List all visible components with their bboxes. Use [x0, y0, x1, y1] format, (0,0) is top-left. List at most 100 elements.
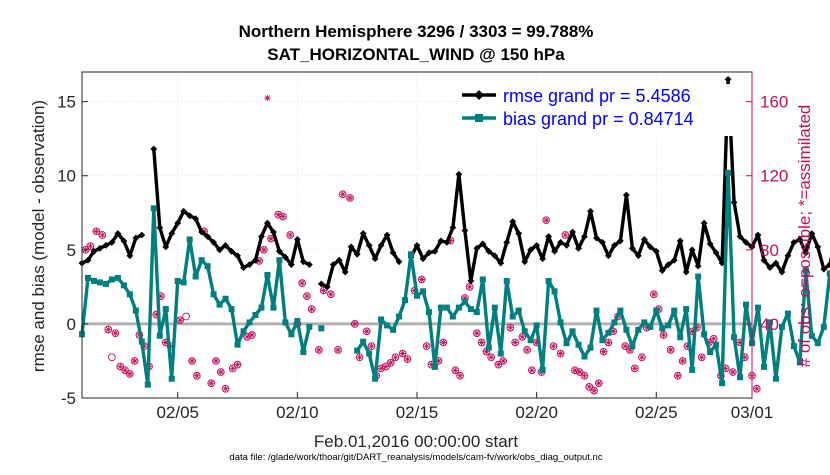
obs-possible-marker [92, 227, 101, 236]
chart-title: Northern Hemisphere 3296 / 3303 = 99.788… [239, 22, 594, 41]
obs-possible-marker [422, 342, 431, 350]
bias-marker [731, 334, 738, 341]
rmse-marker [628, 244, 636, 252]
bias-marker [204, 263, 211, 270]
bias-marker [802, 267, 809, 274]
obs-assimilated-marker [435, 357, 442, 365]
rmse-marker [569, 228, 576, 236]
rmse-marker [796, 236, 804, 243]
rmse-marker [84, 256, 92, 264]
rmse-marker [389, 249, 397, 257]
bias-marker [575, 341, 582, 348]
rmse-marker [826, 261, 830, 269]
bias-marker [766, 319, 773, 326]
obs-assimilated-marker [131, 357, 138, 365]
obs-possible-marker [98, 231, 107, 239]
obs-assimilated-marker [275, 211, 282, 218]
rmse-marker [383, 231, 391, 239]
obs-assimilated-marker [660, 331, 667, 339]
rmse-marker [90, 247, 98, 255]
y-tick-label-left: 0 [67, 315, 76, 334]
obs-possible-marker [585, 383, 594, 391]
bias-marker [599, 337, 606, 344]
rmse-marker [790, 239, 798, 246]
obs-assimilated-marker [483, 348, 490, 355]
rmse-marker [754, 231, 762, 239]
rmse-marker [431, 247, 439, 255]
bias-marker [216, 301, 223, 308]
bias-marker [419, 288, 426, 295]
bias-marker [778, 323, 785, 330]
obs-assimilated-marker [356, 354, 363, 361]
rmse-marker [413, 241, 421, 249]
obs-assimilated-marker [399, 350, 406, 357]
rmse-marker [138, 231, 146, 239]
bias-marker [162, 306, 169, 313]
obs-possible-marker [121, 366, 129, 375]
obs-assimilated-marker [452, 367, 459, 374]
rmse-marker [712, 249, 720, 257]
legend-rmse-marker [474, 90, 484, 100]
bias-marker [396, 313, 403, 320]
rmse-marker [670, 256, 678, 264]
bias-marker [653, 307, 660, 314]
obs-assimilated-marker [736, 339, 744, 346]
obs-assimilated-marker [595, 379, 603, 387]
x-tick-label: 02/15 [396, 403, 439, 422]
obs-assimilated-marker [404, 355, 411, 363]
rmse-marker [658, 267, 666, 274]
rmse-marker [700, 219, 708, 227]
bias-marker [174, 277, 181, 284]
bias-marker [443, 304, 450, 311]
bias-marker [108, 276, 115, 283]
y-tick-label-left: 15 [57, 93, 76, 112]
obs-assimilated-marker [576, 368, 583, 376]
ticks-layer: 02/05 02/10 02/15 02/20 02/25 03/01 -5 0 5 10 15 40… [57, 72, 788, 422]
bias-marker [192, 273, 199, 280]
rmse-marker [317, 280, 325, 288]
rmse-marker [527, 246, 535, 254]
bias-marker [683, 306, 690, 313]
obs-possible-marker [111, 329, 120, 338]
obs-assimilated-marker [152, 311, 160, 318]
obs-assimilated-marker [387, 359, 394, 367]
obs-assimilated-marker [550, 342, 557, 350]
bias-marker [671, 307, 678, 314]
bias-marker [826, 270, 830, 277]
obs-assimilated-marker [440, 339, 447, 346]
rmse-marker [419, 255, 427, 263]
obs-possible-marker [528, 366, 536, 375]
rmse-marker [96, 244, 104, 252]
y-axis-label-left: rmse and bias (model - observation) [29, 100, 48, 372]
obs-possible-marker [697, 353, 706, 362]
obs-assimilated-marker [631, 365, 638, 372]
rmse-marker [353, 250, 361, 258]
rmse-marker [240, 264, 247, 271]
bias-marker [629, 343, 636, 350]
obs-assimilated-marker [308, 305, 315, 313]
bias-marker [258, 304, 265, 311]
obs-assimilated-marker [600, 348, 607, 355]
rmse-marker [150, 145, 158, 153]
rmse-marker [503, 239, 511, 246]
bias-marker [635, 326, 642, 333]
rmse-marker [437, 237, 445, 245]
rmse-marker [299, 258, 307, 266]
obs-assimilated-marker [87, 242, 94, 250]
rmse-marker [252, 256, 259, 264]
x-tick-label: 02/10 [276, 403, 319, 422]
obs-possible-marker [182, 312, 190, 321]
rmse-marker [616, 237, 624, 245]
obs-possible-marker [487, 353, 496, 362]
bias-marker [796, 359, 803, 366]
obs-possible-marker [439, 338, 448, 347]
bias-marker [491, 304, 498, 311]
bias-marker [228, 306, 235, 313]
legend-bias-marker [475, 114, 483, 122]
obs-assimilated-marker [188, 357, 196, 365]
bias-marker [455, 304, 462, 311]
obs-assimilated-marker [499, 357, 507, 365]
obs-assimilated-marker [418, 276, 425, 283]
